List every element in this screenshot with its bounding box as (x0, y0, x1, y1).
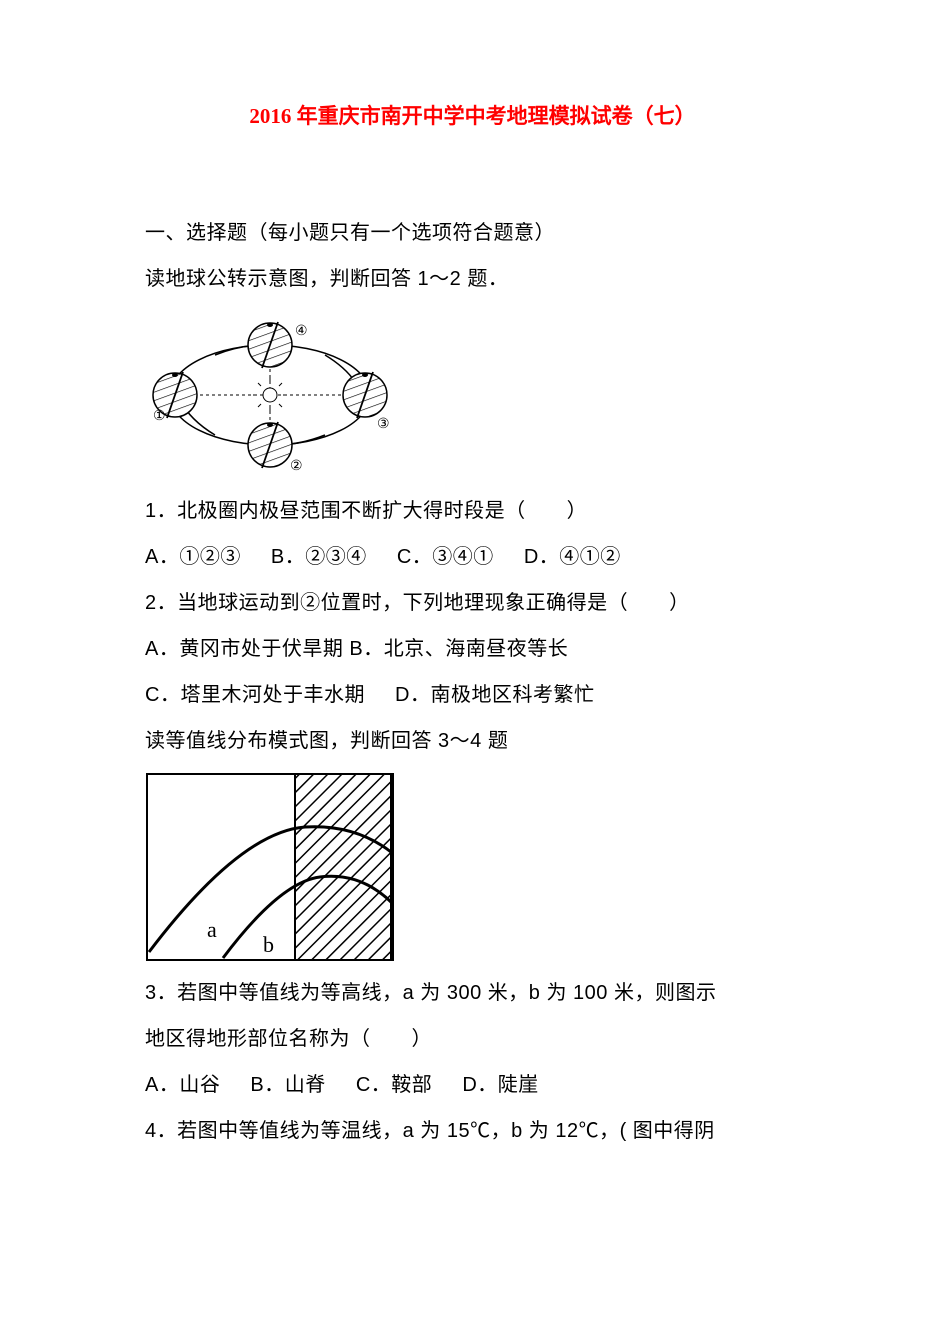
diagram-earth-revolution: ① ② ③ ④ (145, 310, 800, 480)
diagram-contour: a b (145, 772, 800, 962)
label-4: ④ (295, 324, 308, 339)
label-1: ① (153, 409, 166, 424)
label-a: a (207, 917, 217, 942)
section-heading: 一、选择题（每小题只有一个选项符合题意） (145, 210, 800, 256)
q2-option-a: A．黄冈市处于伏旱期 (145, 638, 343, 660)
q3-option-c: C．鞍部 (356, 1062, 432, 1108)
globe-4 (248, 322, 292, 368)
q2-option-d: D．南极地区科考繁忙 (395, 672, 594, 718)
q1-option-c: C．③④① (397, 534, 494, 580)
q1-option-b: B．②③④ (271, 534, 367, 580)
q1-option-d: D．④①② (524, 534, 621, 580)
q3-stem-l1: 3．若图中等值线为等高线，a 为 300 米，b 为 100 米，则图示 (145, 970, 800, 1016)
context-text-2: 读等值线分布模式图，判断回答 3～4 题 (145, 718, 800, 764)
q2-options-row1: A．黄冈市处于伏旱期 B．北京、海南昼夜等长 (145, 626, 800, 672)
context-text-1: 读地球公转示意图，判断回答 1～2 题． (145, 256, 800, 302)
label-b: b (263, 932, 274, 957)
globe-3 (343, 372, 387, 418)
q3-option-a: A．山谷 (145, 1062, 220, 1108)
q3-option-b: B．山脊 (250, 1062, 325, 1108)
q3-stem-l2: 地区得地形部位名称为（ ） (145, 1016, 800, 1062)
globe-2 (248, 422, 292, 468)
q1-stem: 1．北极圈内极昼范围不断扩大得时段是（ ） (145, 488, 800, 534)
q1-option-a: A．①②③ (145, 534, 241, 580)
q3-option-d: D．陡崖 (462, 1062, 538, 1108)
q2-stem: 2．当地球运动到②位置时，下列地理现象正确得是（ ） (145, 580, 800, 626)
q1-options: A．①②③ B．②③④ C．③④① D．④①② (145, 534, 800, 580)
q2-option-c: C．塔里木河处于丰水期 (145, 672, 365, 718)
page-title: 2016 年重庆市南开中学中考地理模拟试卷（七） (145, 100, 800, 130)
label-3: ③ (377, 417, 390, 432)
q2-options-row2: C．塔里木河处于丰水期 D．南极地区科考繁忙 (145, 672, 800, 718)
q4-stem-l1: 4．若图中等值线为等温线，a 为 15℃，b 为 12℃，( 图中得阴 (145, 1108, 800, 1154)
q2-option-b: B．北京、海南昼夜等长 (349, 638, 568, 660)
label-2: ② (290, 459, 303, 474)
q3-options: A．山谷 B．山脊 C．鞍部 D．陡崖 (145, 1062, 800, 1108)
exam-page: 2016 年重庆市南开中学中考地理模拟试卷（七） 一、选择题（每小题只有一个选项… (0, 0, 945, 1337)
